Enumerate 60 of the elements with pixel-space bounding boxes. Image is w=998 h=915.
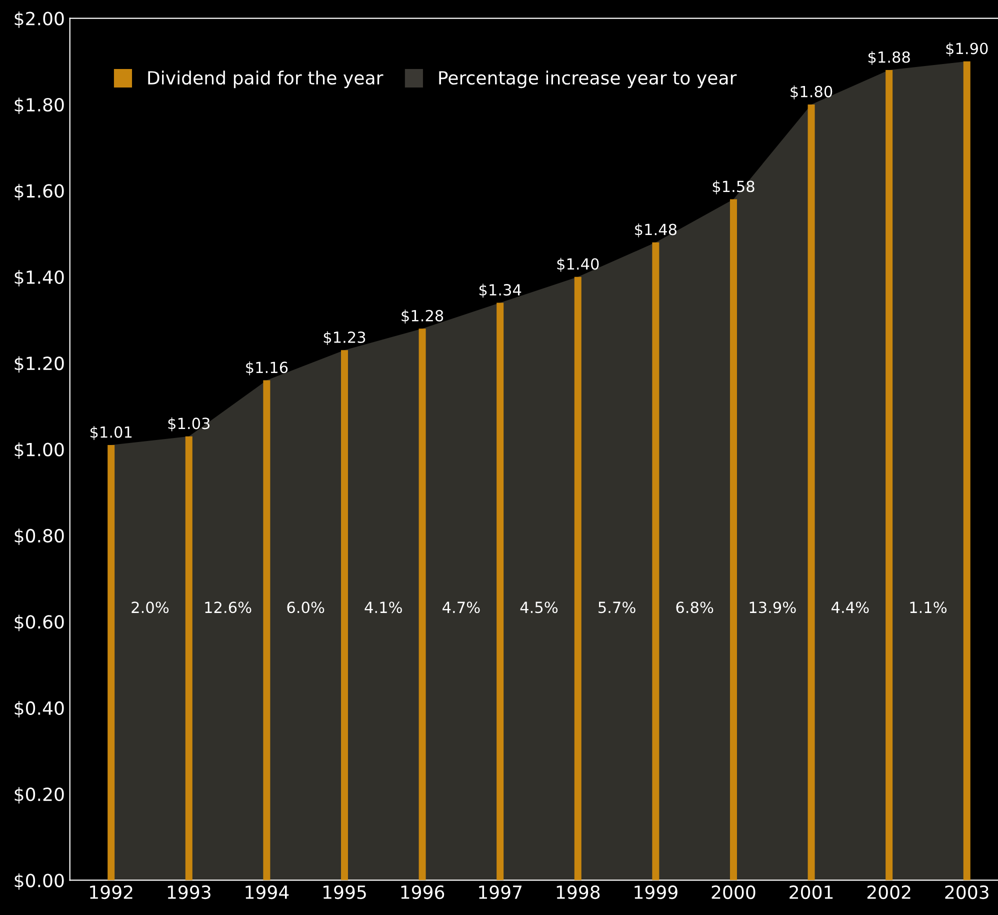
x-tick-label: 1992 <box>90 885 132 900</box>
x-tick-label: 2000 <box>712 885 756 900</box>
y-tick-label: $0.20 <box>14 787 64 804</box>
data-label: $1.88 <box>868 51 910 65</box>
annotation: 4.5% <box>520 602 558 614</box>
y-tick-label: $1.20 <box>14 356 64 373</box>
y-tick-label: $1.60 <box>14 184 64 200</box>
data-label: $1.90 <box>946 42 988 56</box>
data-label: $1.58 <box>712 180 754 194</box>
data-label: $1.28 <box>402 310 444 324</box>
annotation: 1.1% <box>910 602 947 614</box>
data-label: $1.23 <box>324 331 366 346</box>
data-label: $1.40 <box>557 258 599 272</box>
y-tick-label: $0.80 <box>14 528 64 545</box>
x-tick-label: 1997 <box>479 885 522 900</box>
y-tick-label: $0.40 <box>14 700 64 718</box>
annotation: 4.4% <box>832 602 869 614</box>
annotation: 6.0% <box>287 602 324 614</box>
x-tick-label: 2003 <box>945 885 988 900</box>
x-tick-label: 2002 <box>867 885 910 900</box>
data-label: $1.01 <box>90 426 132 440</box>
y-tick-label: $0.00 <box>14 873 64 890</box>
annotation: 6.8% <box>676 602 714 614</box>
data-label: $1.16 <box>246 361 288 376</box>
bar <box>886 70 893 880</box>
y-tick-label: $1.00 <box>14 442 64 459</box>
bar <box>263 380 270 880</box>
legend-label: Dividend paid for the year <box>148 70 384 88</box>
y-tick-label: $0.60 <box>14 614 64 632</box>
annotation: 2.0% <box>132 602 169 614</box>
annotation: 5.7% <box>598 602 636 614</box>
annotation: 12.6% <box>205 602 252 614</box>
y-tick-label: $1.80 <box>14 98 64 114</box>
data-label: $1.80 <box>790 86 832 100</box>
data-label: $1.34 <box>479 284 522 298</box>
x-tick-label: 2001 <box>790 885 833 900</box>
bar <box>730 199 737 880</box>
bar <box>496 302 504 880</box>
x-tick-label: 1994 <box>246 885 289 900</box>
bar <box>652 242 660 880</box>
bar <box>418 328 426 880</box>
bar <box>108 444 115 880</box>
x-tick-label: 1993 <box>168 885 210 900</box>
bar <box>808 104 815 880</box>
x-tick-label: 1998 <box>556 885 600 900</box>
bar <box>185 436 192 880</box>
data-label: $1.03 <box>168 417 210 432</box>
annotation: 4.7% <box>442 602 480 614</box>
bar <box>340 350 348 880</box>
legend-label: Percentage increase year to year <box>439 70 737 88</box>
x-tick-label: 1996 <box>401 885 444 900</box>
annotation: 4.1% <box>364 602 402 614</box>
x-tick-label: 1999 <box>634 885 678 900</box>
annotation: 13.9% <box>750 602 796 614</box>
y-tick-label: $2.00 <box>14 11 64 28</box>
x-tick-label: 1995 <box>323 885 366 900</box>
data-label: $1.48 <box>635 223 677 238</box>
bar <box>574 276 582 880</box>
y-tick-label: $1.40 <box>14 270 64 286</box>
bar <box>963 61 970 880</box>
